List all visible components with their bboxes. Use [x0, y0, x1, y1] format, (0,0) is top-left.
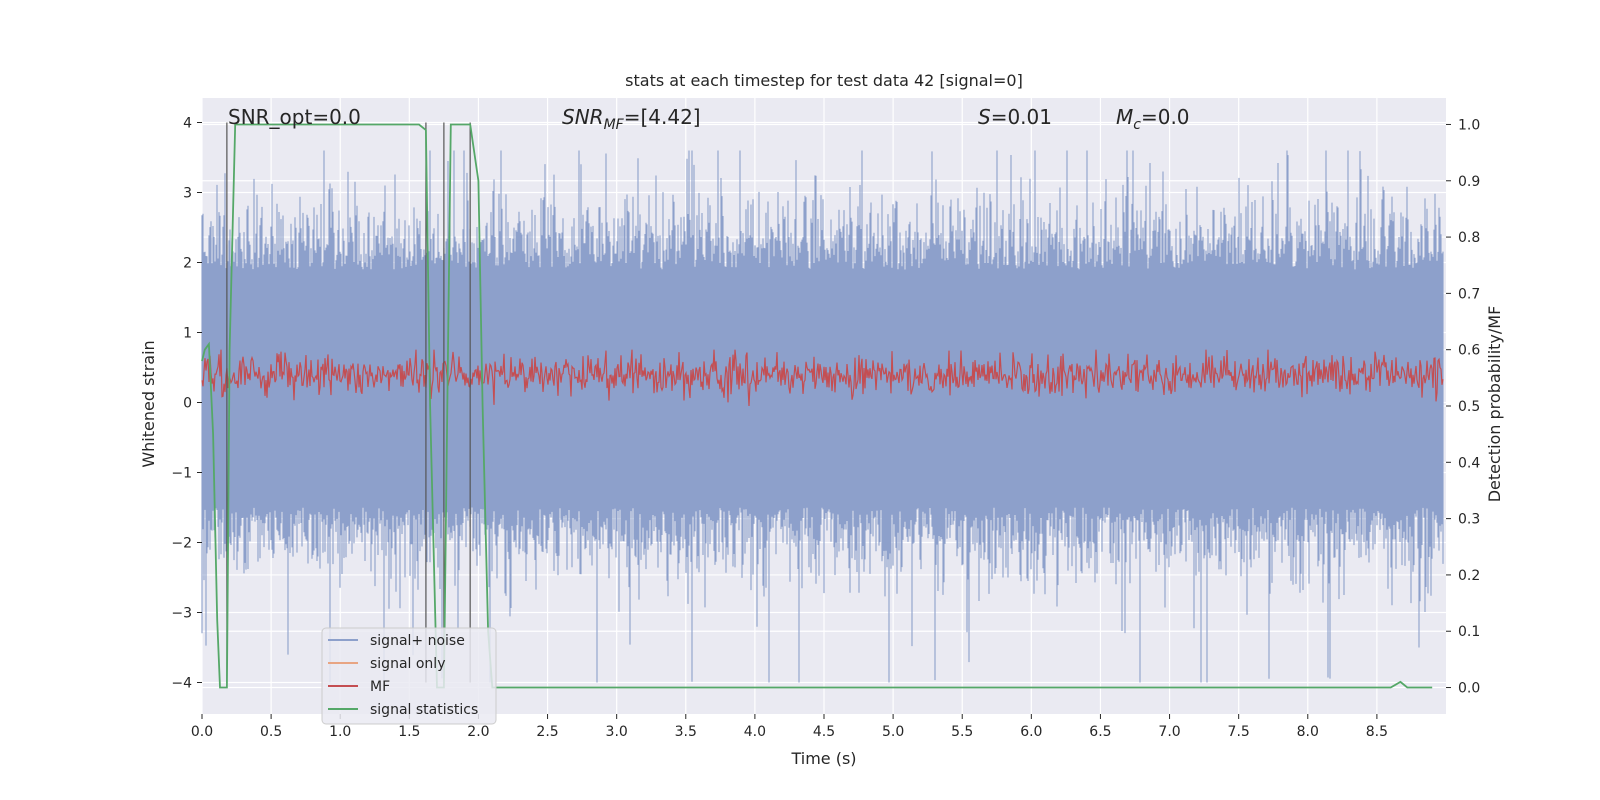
x-tick-label: 1.0 — [329, 724, 351, 740]
y-tick-label: −2 — [171, 536, 192, 552]
y2-tick-label: 0.6 — [1458, 343, 1480, 359]
legend-frame — [321, 627, 497, 725]
x-axis-ticks: 0.0 0.5 1.0 1.5 2.0 2.5 3.0 3.5 4.0 4.5 5.0 5.5 6.0 6… — [191, 714, 1388, 740]
annotation-snr-opt: SNR_opt=0.0 — [228, 105, 361, 129]
noise-trace-lower — [201, 402, 1444, 683]
y-tick-label: −1 — [171, 466, 192, 482]
x-tick-label: 0.5 — [260, 724, 282, 740]
x-tick-label: 0.0 — [191, 724, 213, 740]
y2-tick-label: 0.7 — [1458, 286, 1480, 302]
y2-axis-ticks: 1.0 0.9 0.8 0.7 0.6 0.5 0.4 0.3 0.2 0.1 0.0 — [1446, 117, 1480, 697]
x-tick-label: 4.0 — [744, 724, 766, 740]
y2-tick-label: 0.3 — [1458, 512, 1480, 528]
x-tick-label: 5.5 — [951, 724, 973, 740]
noise-trace-upper — [201, 150, 1444, 403]
legend-label-signal-noise: signal+ noise — [370, 633, 465, 649]
y2-tick-label: 0.1 — [1458, 624, 1480, 640]
annotation-mc-sub: c — [1133, 117, 1141, 133]
annotations: SNR_opt=0.0 SNRMF=[4.42] S=0.01 Mc=0.0 — [228, 105, 1190, 133]
y2-tick-label: 0.9 — [1458, 174, 1480, 190]
chart-title: stats at each timestep for test data 42 … — [625, 71, 1023, 90]
plot-area — [201, 98, 1446, 714]
y-tick-label: 0 — [183, 396, 192, 412]
y-tick-label: 4 — [183, 116, 192, 132]
series-signal-noise — [201, 150, 1444, 683]
legend-label-mf: MF — [370, 679, 390, 695]
x-tick-label: 2.5 — [536, 724, 558, 740]
y-axis-ticks: 4 3 2 1 0 −1 −2 −3 −4 — [171, 116, 202, 692]
x-tick-label: 6.5 — [1089, 724, 1111, 740]
y-tick-label: 3 — [183, 186, 192, 202]
y-axis-label: Whitened strain — [139, 340, 158, 467]
annotation-mc-var: M — [1116, 105, 1133, 129]
x-tick-label: 7.0 — [1158, 724, 1180, 740]
y2-tick-label: 0.2 — [1458, 568, 1480, 584]
y-tick-label: 2 — [183, 256, 192, 272]
x-tick-label: 3.5 — [675, 724, 697, 740]
annotation-s-var: S — [978, 105, 991, 129]
legend-label-signal-only: signal only — [370, 656, 445, 672]
x-tick-label: 8.5 — [1366, 724, 1388, 740]
mf-trace — [201, 349, 1444, 407]
x-tick-label: 2.0 — [467, 724, 489, 740]
x-axis-label: Time (s) — [790, 749, 856, 768]
y-tick-label: −3 — [171, 606, 192, 622]
x-tick-label: 6.0 — [1020, 724, 1042, 740]
annotation-snr-mf: SNRMF=[4.42] — [562, 105, 701, 133]
x-tick-label: 3.0 — [606, 724, 628, 740]
x-tick-label: 4.5 — [813, 724, 835, 740]
annotation-mc-value: =0.0 — [1141, 105, 1190, 129]
y2-tick-label: 0.5 — [1458, 399, 1480, 415]
annotation-s-value: =0.01 — [991, 105, 1052, 129]
annotation-snr-mf-value: =[4.42] — [624, 105, 701, 129]
x-tick-label: 7.5 — [1228, 724, 1250, 740]
y-tick-label: 1 — [183, 326, 192, 342]
x-tick-label: 8.0 — [1297, 724, 1319, 740]
annotation-snr-mf-base: SNR — [562, 105, 604, 129]
y2-tick-label: 1.0 — [1458, 117, 1480, 133]
series-mf — [201, 349, 1444, 407]
y2-tick-label: 0.0 — [1458, 681, 1480, 697]
legend: signal+ noise signal only MF signal stat… — [321, 627, 497, 725]
x-tick-label: 1.5 — [398, 724, 420, 740]
y2-tick-label: 0.4 — [1458, 455, 1480, 471]
x-tick-label: 5.0 — [882, 724, 904, 740]
y-tick-label: −4 — [171, 676, 192, 692]
annotation-s: S=0.01 — [978, 105, 1052, 129]
y2-tick-label: 0.8 — [1458, 230, 1480, 246]
legend-label-signal-statistics: signal statistics — [370, 702, 478, 718]
y2-axis-label: Detection probability/MF — [1485, 306, 1504, 503]
annotation-snr-mf-sub: MF — [604, 117, 625, 133]
annotation-mc: Mc=0.0 — [1116, 105, 1190, 133]
